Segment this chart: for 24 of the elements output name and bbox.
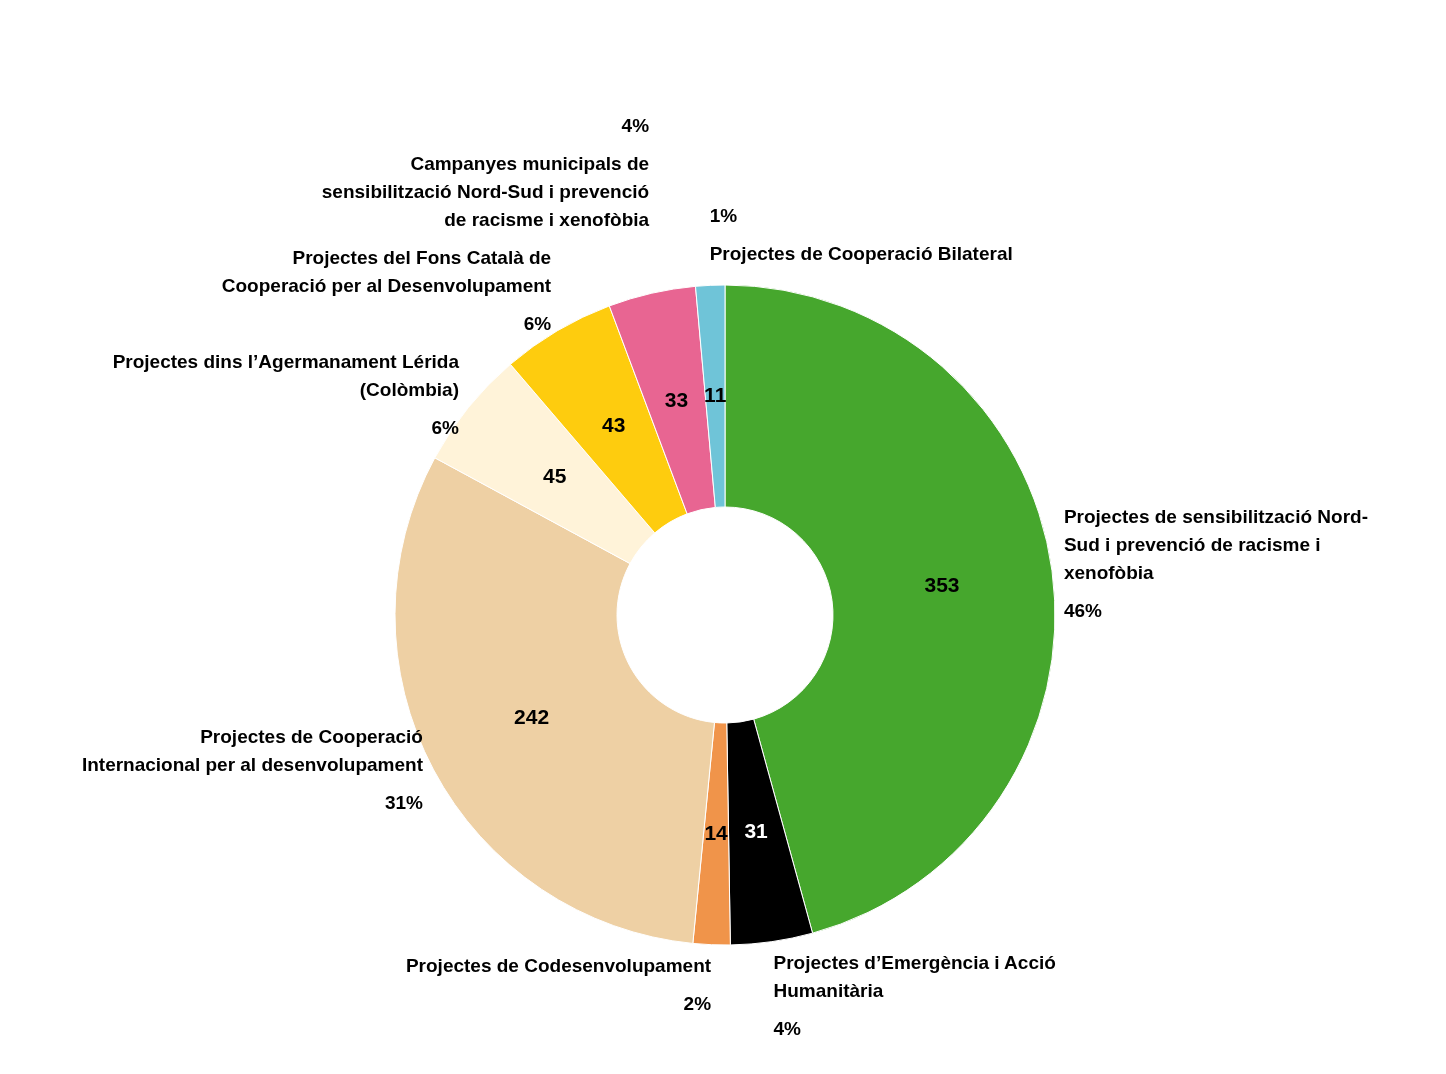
- slice-label: Projectes d’Emergència i Acció Humanitària: [773, 951, 1056, 1001]
- text: 2%: [683, 992, 712, 1014]
- slice-label: Campanyes municipals de sensibilització Nord-Sud i prevenció de racisme i xenofòbia: [321, 153, 650, 231]
- data-label: 11: [704, 383, 727, 407]
- slice-label: Projectes de Cooperació Bilateral: [709, 243, 1013, 265]
- data-label: 31: [744, 818, 769, 842]
- data-label: 353: [924, 572, 960, 596]
- text: 1%: [709, 205, 738, 227]
- slice-label: Projectes de sensibilització Nord-Sud i prevenció de racisme i xenofòbia: [1063, 506, 1369, 584]
- text: 4%: [621, 115, 650, 137]
- data-label: 43: [602, 413, 626, 437]
- data-label: 14: [704, 820, 729, 844]
- slice-label: Projectes de Codesenvolupament: [405, 954, 712, 976]
- text: 46%: [1063, 600, 1103, 622]
- data-label: 33: [664, 388, 689, 412]
- text: 4%: [773, 1017, 802, 1039]
- slice-label: Projectes dins l’Agermanament Lérida (Colòmbia): [112, 351, 460, 401]
- text: 6%: [431, 417, 460, 439]
- slice-label: Projectes de Cooperació Internacional per al desenvolupament: [81, 726, 424, 776]
- text: 6%: [523, 313, 552, 335]
- text: 31%: [384, 792, 424, 814]
- slice-label: Projectes del Fons Català de Cooperació per al Desenvolupament: [221, 247, 552, 297]
- data-label: 242: [514, 704, 550, 728]
- data-label: 45: [542, 464, 567, 488]
